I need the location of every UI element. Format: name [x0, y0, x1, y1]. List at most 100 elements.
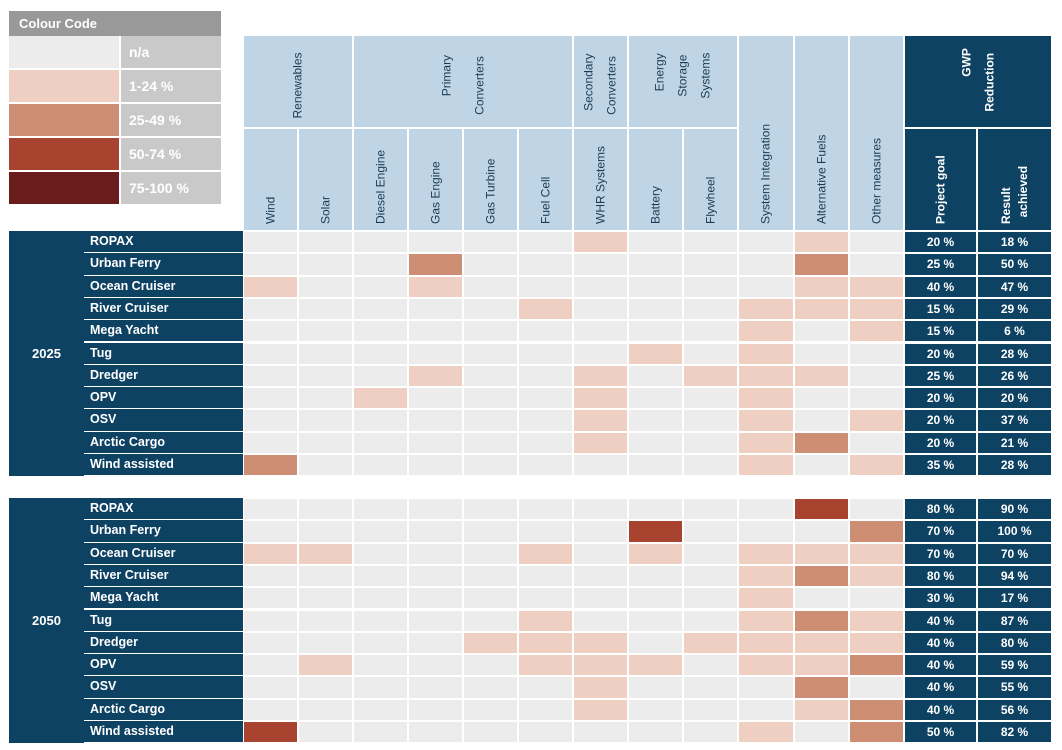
heat-cell — [849, 631, 904, 655]
column-group-word: Secondary — [581, 36, 598, 127]
heat-cell — [463, 320, 518, 343]
heat-cell — [849, 409, 904, 432]
heat-cell — [849, 253, 904, 276]
result-achieved-value: 70 % — [977, 542, 1052, 565]
result-achieved-value: 100 % — [977, 520, 1052, 543]
heat-cell — [738, 542, 794, 565]
heat-cell — [628, 320, 683, 343]
column-group-header: Renewables — [243, 35, 353, 128]
heat-cell — [794, 320, 849, 343]
heat-cell — [738, 342, 794, 365]
row-label: Mega Yacht — [84, 320, 243, 343]
heat-cell — [408, 320, 463, 343]
column-header-text: Battery — [648, 185, 662, 224]
heat-cell — [353, 609, 408, 632]
column-header-text: Gas Turbine — [483, 158, 497, 224]
heat-cell — [794, 253, 849, 276]
heat-cell — [628, 676, 683, 699]
heat-cell — [794, 698, 849, 721]
heat-cell — [683, 387, 738, 410]
column-header: Fuel Cell — [518, 128, 573, 231]
heat-cell — [573, 654, 628, 677]
heat-cell — [794, 231, 849, 254]
heat-cell — [683, 721, 738, 744]
heat-cell — [408, 676, 463, 699]
heat-cell — [683, 409, 738, 432]
column-group-label: GWP Reduction — [905, 36, 1051, 127]
legend-swatch — [9, 172, 119, 204]
heat-cell — [628, 231, 683, 254]
legend-swatch — [9, 70, 119, 102]
legend-swatch — [9, 36, 119, 68]
project-goal-value: 40 % — [904, 275, 977, 298]
heat-cell — [794, 409, 849, 432]
column-header: Other measures — [849, 35, 904, 231]
heat-cell — [683, 676, 738, 699]
heat-cell — [794, 609, 849, 632]
project-goal-value: 40 % — [904, 698, 977, 721]
heat-cell — [573, 409, 628, 432]
project-goal-value: 25 % — [904, 253, 977, 276]
heat-cell — [794, 454, 849, 477]
heat-cell — [794, 542, 849, 565]
heat-cell — [463, 231, 518, 254]
heat-cell — [518, 275, 573, 298]
heat-cell — [573, 676, 628, 699]
project-goal-value: 40 % — [904, 654, 977, 677]
project-goal-value: 20 % — [904, 387, 977, 410]
heat-cell — [353, 676, 408, 699]
heat-cell — [408, 498, 463, 521]
heat-cell — [353, 297, 408, 321]
heat-cell — [463, 275, 518, 298]
heat-cell — [353, 431, 408, 454]
result-achieved-value: 59 % — [977, 654, 1052, 677]
heat-cell — [683, 275, 738, 298]
colour-code-legend: Colour Code n/a 1-24 % 25-49 % 50-74 % 7… — [9, 11, 221, 206]
heat-cell — [243, 676, 298, 699]
column-group-word: Energy — [652, 36, 669, 127]
heat-cell — [298, 520, 353, 543]
heat-cell — [243, 498, 298, 521]
heat-cell — [794, 297, 849, 321]
heat-cell — [794, 431, 849, 454]
heat-cell — [628, 564, 683, 588]
project-goal-value: 40 % — [904, 609, 977, 632]
heat-cell — [573, 520, 628, 543]
column-header: Gas Engine — [408, 128, 463, 231]
column-group-word: Converters — [604, 36, 621, 127]
column-group-word: Primary — [438, 36, 455, 127]
heat-cell — [628, 342, 683, 365]
result-achieved-value: 94 % — [977, 564, 1052, 588]
heat-cell — [408, 275, 463, 298]
result-achieved-value: 90 % — [977, 498, 1052, 521]
project-goal-value: 80 % — [904, 498, 977, 521]
heat-cell — [463, 253, 518, 276]
heat-cell — [463, 654, 518, 677]
project-goal-value: 40 % — [904, 631, 977, 655]
heat-cell — [463, 721, 518, 744]
heat-cell — [738, 609, 794, 632]
heat-cell — [628, 387, 683, 410]
heat-cell — [628, 275, 683, 298]
heat-cell — [573, 320, 628, 343]
row-label: Dredger — [84, 364, 243, 388]
legend-label: 50-74 % — [121, 138, 221, 170]
heat-cell — [573, 609, 628, 632]
heat-cell — [408, 587, 463, 610]
heat-cell — [353, 253, 408, 276]
heat-cell — [738, 231, 794, 254]
heat-cell — [408, 364, 463, 388]
heat-cell — [353, 454, 408, 477]
heat-cell — [628, 587, 683, 610]
heat-cell — [353, 409, 408, 432]
result-achieved-value: 21 % — [977, 431, 1052, 454]
column-header: Solar — [298, 128, 353, 231]
heat-cell — [298, 275, 353, 298]
heat-cell — [298, 297, 353, 321]
row-label: Tug — [84, 342, 243, 365]
heat-cell — [408, 609, 463, 632]
heat-cell — [849, 721, 904, 744]
legend-item: 1-24 % — [9, 70, 221, 104]
heat-cell — [628, 609, 683, 632]
heat-cell — [408, 231, 463, 254]
